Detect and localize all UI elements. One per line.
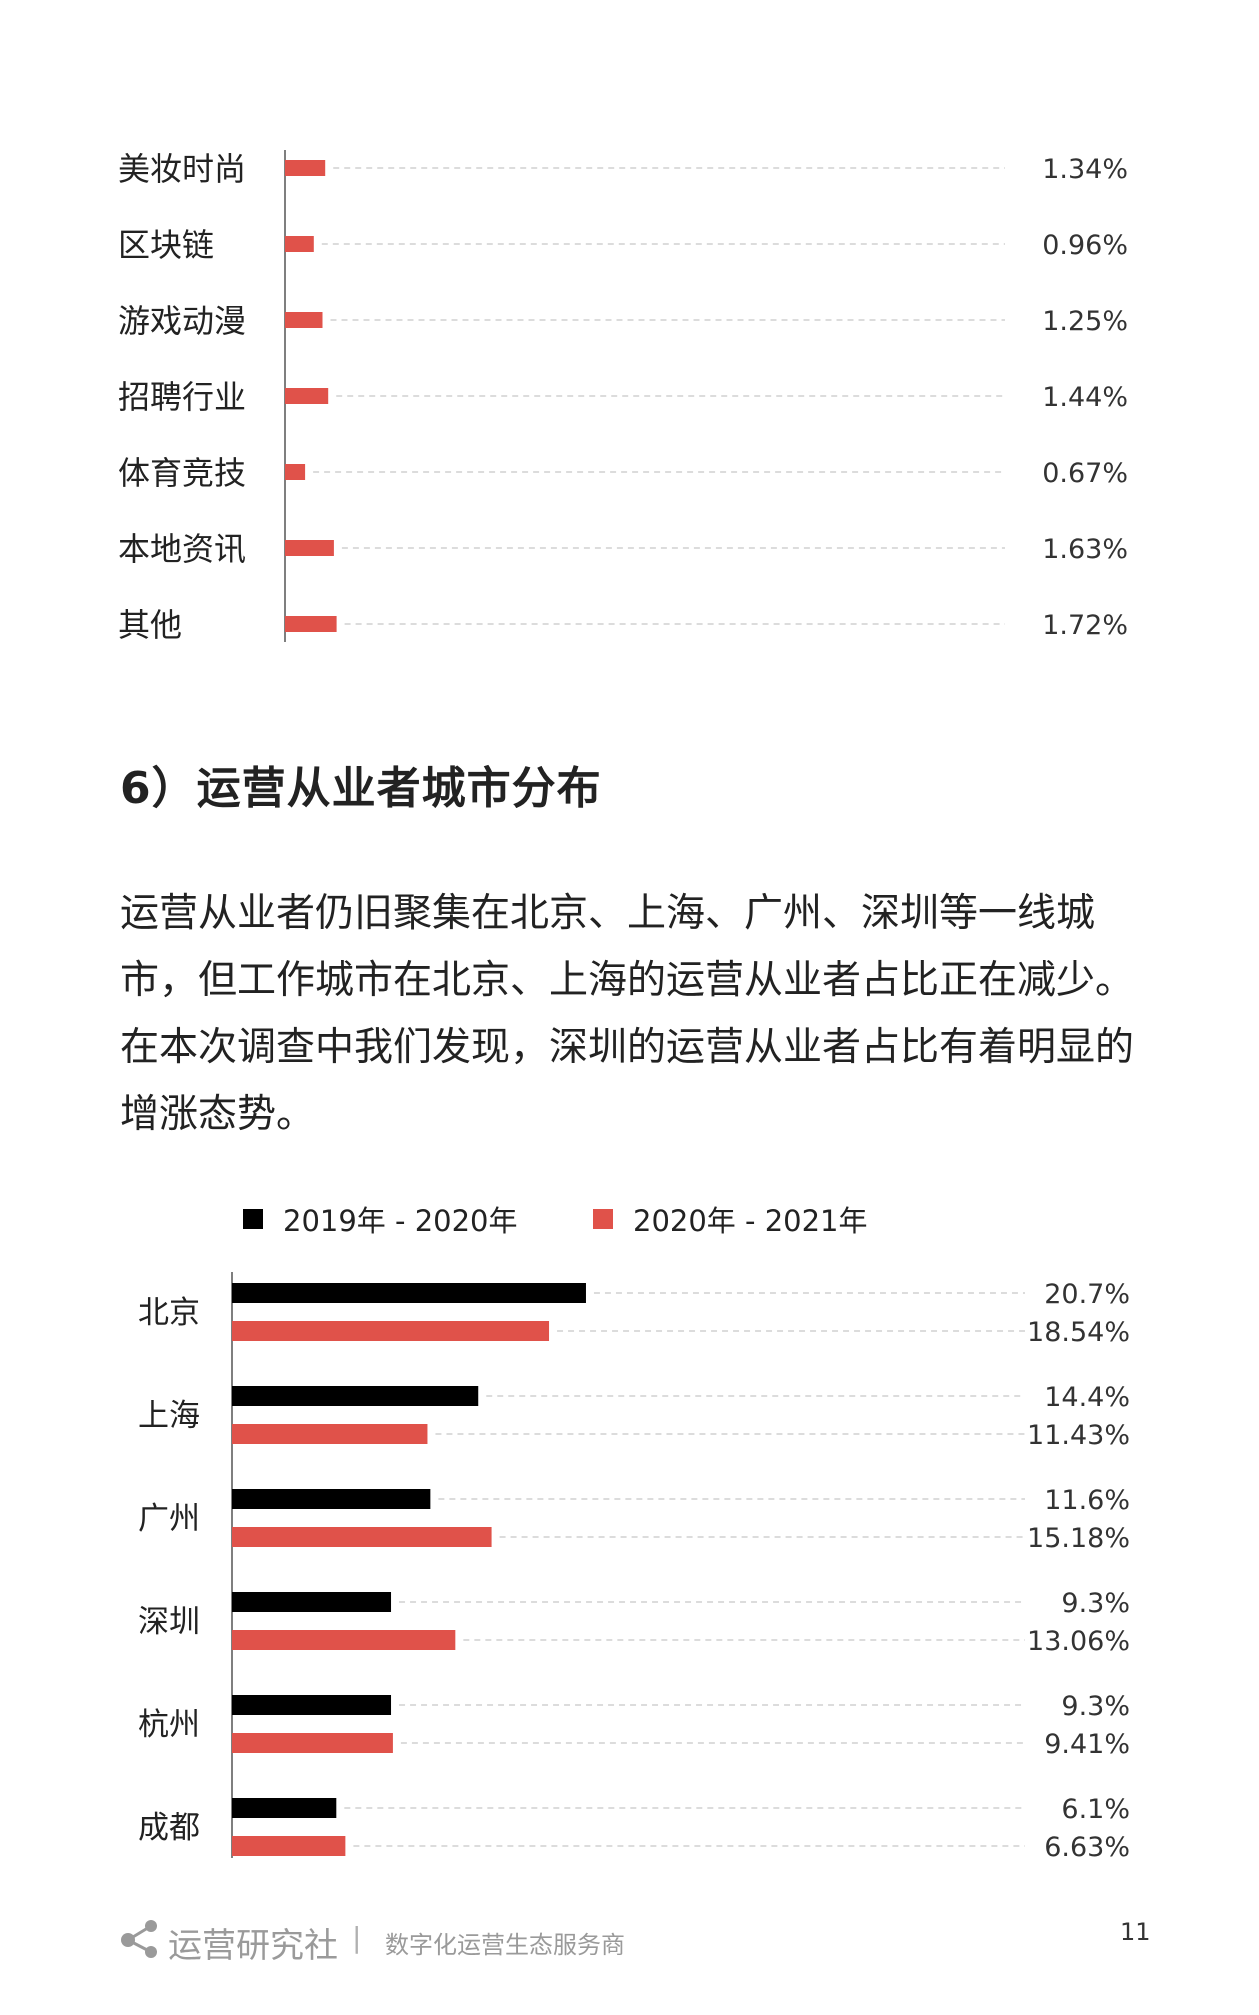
- bar: [232, 1836, 346, 1856]
- bar: [232, 1695, 392, 1715]
- bar: [285, 464, 306, 480]
- value-label: 0.67%: [1042, 458, 1128, 489]
- value-label: 1.44%: [1042, 382, 1128, 413]
- value-label: 11.6%: [1044, 1485, 1130, 1516]
- category-label: 北京: [138, 1295, 200, 1331]
- value-label: 6.63%: [1044, 1832, 1130, 1863]
- footer-separator: |: [352, 1921, 362, 1954]
- value-label: 9.41%: [1044, 1729, 1130, 1760]
- value-label: 18.54%: [1027, 1317, 1130, 1348]
- bar: [285, 388, 329, 404]
- bar: [232, 1630, 456, 1650]
- category-label: 美妆时尚: [118, 150, 246, 188]
- value-label: 0.96%: [1042, 230, 1128, 261]
- value-label: 11.43%: [1027, 1420, 1130, 1451]
- value-label: 1.25%: [1042, 306, 1128, 337]
- value-label: 14.4%: [1044, 1382, 1130, 1413]
- bar: [232, 1527, 492, 1547]
- category-label: 体育竞技: [118, 454, 246, 492]
- category-label: 成都: [138, 1810, 200, 1846]
- bar: [232, 1592, 392, 1612]
- bar: [285, 540, 334, 556]
- section-heading: 6）运营从业者城市分布: [120, 763, 602, 814]
- industry-bar-chart: 美妆时尚 1.34% 区块链 0.96% 游戏动漫 1.25% 招聘行业 1.44% 体育竞技 0…: [118, 150, 1128, 644]
- value-label: 9.3%: [1061, 1691, 1130, 1722]
- bar: [285, 312, 323, 328]
- value-label: 20.7%: [1044, 1279, 1130, 1310]
- category-label: 招聘行业: [118, 378, 246, 416]
- category-label: 本地资讯: [118, 530, 246, 568]
- bar: [232, 1424, 428, 1444]
- bar: [232, 1386, 479, 1406]
- legend-item-2019-2020: 2019年 - 2020年: [243, 1198, 518, 1240]
- legend-label: 2019年 - 2020年: [283, 1204, 518, 1238]
- page-number: 11: [1120, 1918, 1151, 1946]
- section-paragraph: 运营从业者仍旧聚集在北京、上海、广州、深圳等一线城市，但工作城市在北京、上海的运…: [120, 891, 1135, 1137]
- legend-swatch-red: [593, 1209, 613, 1229]
- value-label: 6.1%: [1061, 1794, 1130, 1825]
- category-label: 游戏动漫: [118, 302, 246, 340]
- bar: [285, 616, 337, 632]
- value-label: 1.34%: [1042, 154, 1128, 185]
- legend-item-2020-2021: 2020年 - 2021年: [593, 1198, 868, 1240]
- footer-brand: 运营研究社: [168, 1926, 338, 1966]
- footer-tagline: 数字化运营生态服务商: [385, 1931, 625, 1959]
- value-label: 1.63%: [1042, 534, 1128, 565]
- legend-swatch-black: [243, 1209, 263, 1229]
- bar: [285, 236, 314, 252]
- value-label: 15.18%: [1027, 1523, 1130, 1554]
- category-label: 区块链: [118, 226, 214, 264]
- value-label: 1.72%: [1042, 610, 1128, 641]
- bar: [285, 160, 326, 176]
- bar: [232, 1283, 586, 1303]
- category-label: 广州: [138, 1501, 200, 1537]
- bar: [232, 1798, 337, 1818]
- bar: [232, 1321, 550, 1341]
- value-label: 13.06%: [1027, 1626, 1130, 1657]
- category-label: 深圳: [138, 1604, 200, 1640]
- value-label: 9.3%: [1061, 1588, 1130, 1619]
- bar: [232, 1489, 431, 1509]
- category-label: 上海: [138, 1398, 200, 1434]
- share-nodes-icon: [118, 1916, 162, 1964]
- category-label: 其他: [118, 606, 182, 644]
- legend-label: 2020年 - 2021年: [633, 1204, 868, 1238]
- bar: [232, 1733, 393, 1753]
- category-label: 杭州: [138, 1707, 200, 1743]
